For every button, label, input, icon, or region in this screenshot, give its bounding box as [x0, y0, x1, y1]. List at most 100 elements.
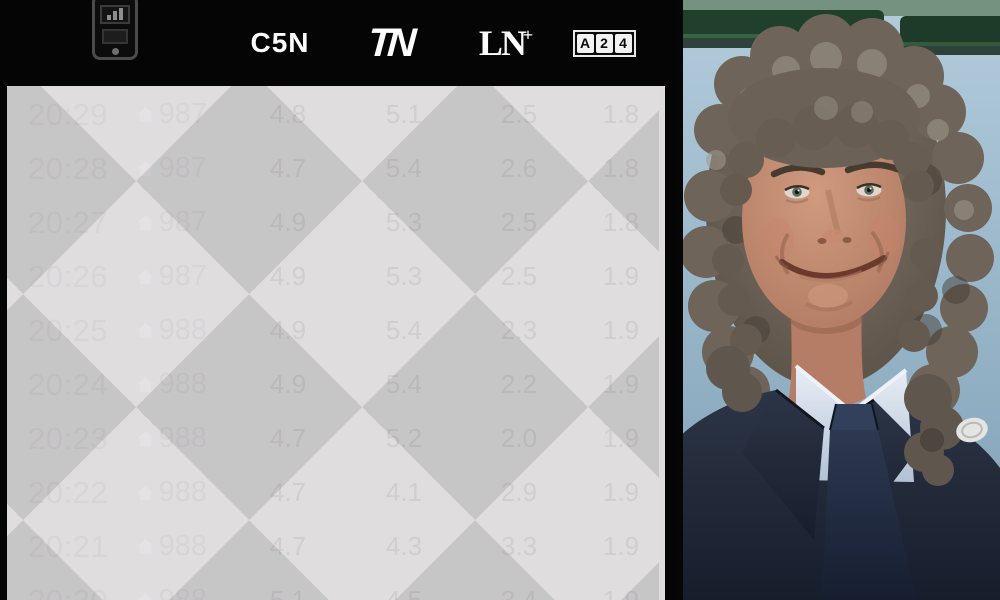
a24-rating-cell: 1.8	[602, 207, 640, 237]
households-value: 988	[135, 584, 207, 600]
time-label: 20:23	[28, 420, 109, 456]
c5n-rating-cell: 5.1	[269, 585, 307, 600]
tn-logo: TN	[366, 20, 414, 65]
hanging-curls	[706, 346, 964, 486]
table-row: 20:23 988	[10, 413, 226, 464]
phone-ratings-icon	[92, 0, 138, 60]
time-label: 20:20	[28, 582, 109, 600]
households-value: 987	[135, 98, 207, 131]
households-value: 988	[135, 476, 207, 509]
c5n-rating-cell: 4.9	[269, 369, 307, 399]
c5n-logo: C5N	[250, 27, 310, 58]
table-row: 20:29 987	[10, 89, 226, 140]
house-icon	[136, 323, 154, 338]
a24-rating-cell: 1.9	[602, 315, 640, 345]
left-edge-strip	[676, 0, 683, 600]
households-value: 987	[135, 152, 207, 185]
ln-rating-cell: 2.2	[500, 369, 538, 399]
ln-rating-cell: 2.9	[500, 477, 538, 507]
portrait-hair-front	[712, 68, 942, 356]
time-label: 20:27	[28, 204, 109, 240]
house-icon	[137, 593, 153, 600]
tn-rating-cell: 5.2	[385, 423, 423, 453]
a24-rating-cell: 1.8	[602, 153, 640, 183]
ln-rating-cell: 2.6	[500, 153, 538, 183]
c5n-rating-cell: 4.9	[269, 315, 307, 345]
table-row: 20:24 988	[10, 359, 226, 410]
c5n-rating-cell: 4.7	[269, 531, 307, 561]
c5n-rating-cell: 4.9	[269, 261, 307, 291]
table-row: 20:26 987	[10, 251, 226, 302]
eyebrows	[770, 164, 826, 178]
ln-rating-cell: 2.0	[500, 423, 538, 453]
header-source-cell	[7, 0, 223, 86]
house-icon	[136, 377, 154, 392]
a24-rating-cell: 1.9	[602, 585, 640, 600]
tn-rating-cell: 4.5	[385, 585, 423, 600]
a24-rating-cell: 1.9	[602, 423, 640, 453]
milei-photo	[676, 0, 1000, 600]
a24-rating-cell: 1.9	[602, 369, 640, 399]
households-value: 988	[135, 368, 207, 401]
ln-rating-cell: 3.3	[500, 531, 538, 561]
time-label: 20:21	[28, 528, 109, 564]
households-value: 988	[135, 422, 207, 455]
portrait-illustration	[676, 0, 1000, 600]
ln-rating-cell: 2.5	[500, 261, 538, 291]
households-value: 988	[135, 530, 207, 563]
eyes	[784, 183, 882, 204]
c5n-rating-cell: 4.7	[269, 423, 307, 453]
house-icon	[136, 539, 154, 554]
tn-rating-cell: 4.3	[385, 531, 423, 561]
tn-rating-cell: 5.1	[385, 99, 423, 129]
table-row: 20:22 988	[10, 467, 226, 518]
tn-rating-cell: 4.1	[385, 477, 423, 507]
tn-rating-cell: 5.4	[385, 369, 423, 399]
table-row: 20:27 987	[10, 197, 226, 248]
house-icon	[136, 431, 154, 446]
mouth	[774, 230, 890, 283]
c5n-rating-cell: 4.7	[269, 153, 307, 183]
households-value: 987	[135, 260, 207, 293]
house-icon	[136, 485, 154, 500]
ln-plus-logo: LN+	[478, 23, 533, 63]
nose	[817, 189, 852, 244]
tie	[822, 403, 916, 600]
house-icon	[136, 215, 154, 230]
chin-crease	[805, 300, 854, 312]
households-value: 987	[135, 206, 207, 239]
ln-rating-cell: 3.4	[500, 585, 538, 600]
tn-rating-cell: 5.4	[385, 315, 423, 345]
table-row: 20:21 988	[10, 521, 226, 572]
a24-rating-cell: 1.9	[602, 531, 640, 561]
time-label: 20:25	[28, 312, 109, 348]
lapel-pin	[956, 417, 988, 443]
a24-rating-cell: 1.9	[602, 477, 640, 507]
time-label: 20:24	[28, 366, 109, 402]
a24-rating-cell: 1.8	[602, 99, 640, 129]
time-label: 20:28	[28, 150, 109, 186]
tn-rating-cell: 5.3	[385, 207, 423, 237]
house-icon	[136, 107, 154, 122]
table-row: 20:25 988	[10, 305, 226, 356]
ln-rating-cell: 2.5	[500, 207, 538, 237]
households-value: 988	[135, 314, 207, 347]
c5n-rating-cell: 4.7	[269, 477, 307, 507]
time-label: 20:29	[28, 96, 109, 132]
time-label: 20:22	[28, 474, 109, 510]
ln-rating-cell: 2.5	[500, 99, 538, 129]
bar-chart-icon	[100, 5, 130, 24]
c5n-rating-cell: 4.8	[269, 99, 307, 129]
ln-rating-cell: 2.3	[500, 315, 538, 345]
house-icon	[136, 161, 154, 176]
tn-rating-cell: 5.4	[385, 153, 423, 183]
tn-rating-cell: 5.3	[385, 261, 423, 291]
ratings-table: 20:29 987 4.8 5.1 2.5 1.8 20:28 987 4.7 …	[7, 86, 665, 600]
table-row: 20:20 988	[10, 575, 226, 600]
table-row: 20:28 987	[10, 143, 226, 194]
c5n-rating-cell: 4.9	[269, 207, 307, 237]
